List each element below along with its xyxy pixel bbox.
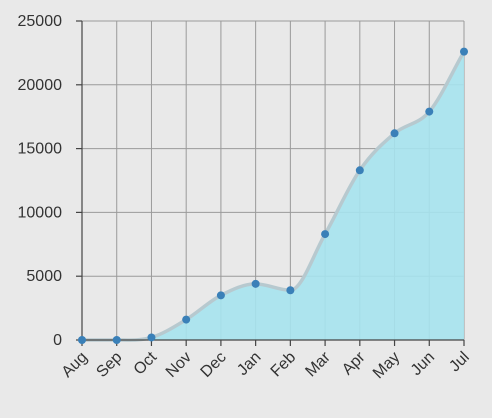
y-axis-tick-labels: 0 5000 10000 15000 20000 25000 — [18, 13, 63, 349]
y-tick-label-3: 15000 — [18, 141, 63, 158]
y-tick-label-5: 25000 — [18, 13, 63, 30]
y-tick-label-4: 20000 — [18, 77, 63, 94]
data-point-mar — [321, 230, 330, 239]
data-point-oct — [147, 333, 156, 342]
data-point-feb — [286, 286, 295, 295]
data-point-apr — [355, 166, 364, 175]
data-point-jan — [251, 279, 260, 288]
data-point-sep — [112, 336, 121, 344]
y-tick-label-1: 5000 — [26, 268, 62, 285]
y-tick-label-2: 10000 — [18, 204, 63, 221]
data-point-dec — [216, 291, 225, 300]
data-points — [78, 47, 468, 344]
y-tick-label-0: 0 — [53, 332, 62, 349]
data-point-aug — [78, 336, 86, 344]
data-point-nov — [182, 315, 191, 324]
data-point-jul — [460, 47, 468, 56]
data-point-may — [390, 129, 399, 138]
area-series-fill — [82, 51, 464, 341]
data-point-jun — [425, 107, 434, 116]
